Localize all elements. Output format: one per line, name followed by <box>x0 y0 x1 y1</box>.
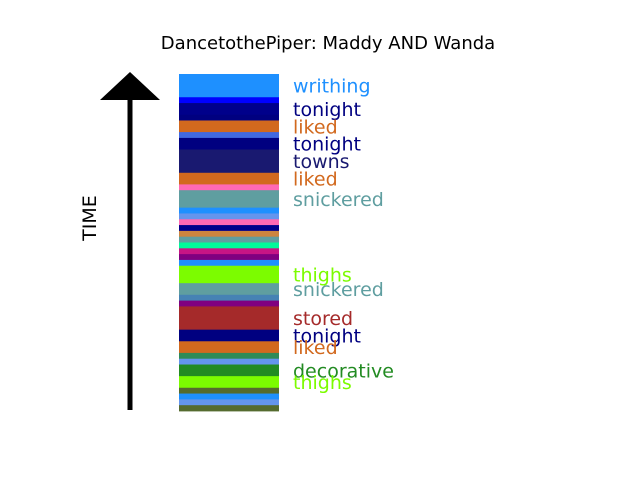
band-35 <box>179 405 279 412</box>
band-label-8: liked <box>293 169 338 191</box>
band-labels: writhingtonightlikedtonighttownslikedsni… <box>293 76 394 394</box>
chart-title: DancetothePiper: Maddy AND Wanda <box>161 33 495 54</box>
band-label-0: writhing <box>293 76 371 98</box>
band-24 <box>179 300 279 307</box>
time-axis: TIME <box>79 72 160 410</box>
band-16 <box>179 236 279 243</box>
band-29 <box>179 358 279 365</box>
band-8 <box>179 172 279 185</box>
band-11 <box>179 207 279 214</box>
band-14 <box>179 225 279 232</box>
band-20 <box>179 259 279 267</box>
band-label-10: snickered <box>293 189 384 211</box>
band-label-2: tonight <box>293 99 361 121</box>
band-6 <box>179 137 279 150</box>
band-label-30: decorative <box>293 360 394 382</box>
band-0 <box>179 74 279 98</box>
band-30 <box>179 364 279 377</box>
band-31 <box>179 376 279 389</box>
time-axis-label: TIME <box>79 195 101 242</box>
band-34 <box>179 399 279 406</box>
band-18 <box>179 248 279 255</box>
band-label-4: liked <box>293 116 338 138</box>
band-2 <box>179 103 279 116</box>
band-label-26: tonight <box>293 325 361 347</box>
band-label-25: stored <box>293 308 353 330</box>
band-25 <box>179 306 279 331</box>
band-10 <box>179 190 279 209</box>
band-23 <box>179 294 279 301</box>
band-17 <box>179 242 279 249</box>
band-label-6: tonight <box>293 134 361 156</box>
time-arrow-head-icon <box>100 72 160 100</box>
band-3 <box>179 114 279 121</box>
band-26 <box>179 329 279 342</box>
band-label-7: towns <box>293 151 350 173</box>
band-19 <box>179 254 279 261</box>
band-15 <box>179 230 279 238</box>
band-33 <box>179 393 279 400</box>
band-32 <box>179 387 279 394</box>
band-label-21: thighs <box>293 264 352 286</box>
band-21 <box>179 265 279 284</box>
band-label-27: liked <box>293 337 338 359</box>
band-7 <box>179 149 279 174</box>
band-9 <box>179 184 279 191</box>
band-1 <box>179 97 279 104</box>
band-5 <box>179 132 279 139</box>
band-27 <box>179 341 279 354</box>
band-28 <box>179 352 279 360</box>
band-22 <box>179 283 279 296</box>
band-13 <box>179 219 279 226</box>
band-label-22: snickered <box>293 279 384 301</box>
band-12 <box>179 213 279 220</box>
band-stack <box>179 74 279 412</box>
band-label-31: thighs <box>293 372 352 394</box>
band-4 <box>179 120 279 133</box>
